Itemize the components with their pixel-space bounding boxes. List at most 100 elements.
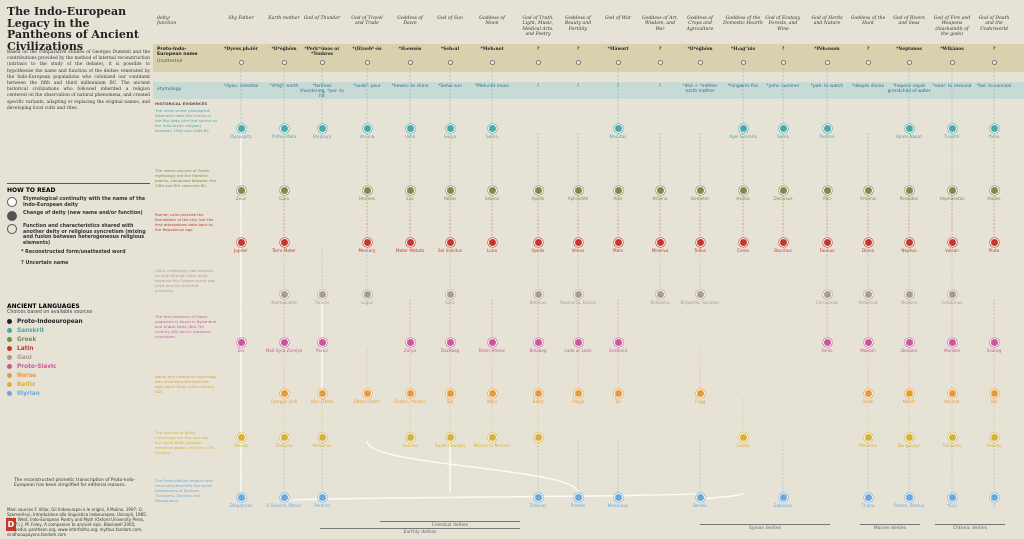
deity-node-icon bbox=[445, 337, 455, 347]
language-dot-icon bbox=[7, 364, 12, 369]
deity-name-greek: Eos bbox=[406, 196, 414, 201]
deity-node-icon bbox=[989, 185, 999, 195]
deity-name-sanskrit: Usha bbox=[404, 134, 416, 139]
deity-name-norse: Fyorgyn Jorð bbox=[271, 399, 297, 404]
deity-name-norse: Skaði bbox=[862, 399, 874, 404]
group-bracket: Marine deities bbox=[860, 524, 920, 531]
deity-node-icon bbox=[904, 123, 914, 133]
function-header: Goddess of Crops and Agriculture bbox=[686, 16, 714, 32]
deity-node-icon bbox=[405, 432, 415, 442]
deity-name-illyrian: *Enji bbox=[947, 503, 957, 508]
deity-node-icon bbox=[863, 432, 873, 442]
pie-deity-name: *H₂ewsōs bbox=[398, 47, 422, 52]
deity-name-baltic: Bangputys bbox=[897, 443, 921, 448]
deity-name-gaul: Sulis bbox=[445, 300, 455, 305]
deity-name-gaul: Lugus bbox=[360, 300, 374, 305]
deity-name-latin: Venus bbox=[571, 248, 585, 253]
row-description-baltic: The sources of Baltic mythology are few … bbox=[155, 430, 215, 455]
header-label: deity/ function bbox=[157, 16, 177, 26]
pie-deity-name: ? bbox=[658, 47, 662, 52]
function-header: God of Rivers and Seas bbox=[893, 16, 925, 27]
pie-deity-name: *Dyeus ph₂tēr bbox=[224, 47, 258, 52]
deity-node-icon bbox=[445, 388, 455, 398]
etymological-continuity-icon bbox=[7, 197, 17, 207]
deity-name-greek: Pan bbox=[823, 196, 831, 201]
pie-deity-name: *Péh₂uson bbox=[814, 47, 840, 52]
language-name: Greek bbox=[17, 336, 37, 343]
deity-node-icon bbox=[533, 337, 543, 347]
deity-name-baltic: Dievas bbox=[233, 443, 249, 448]
pie-node-icon bbox=[657, 60, 663, 65]
deity-name-illyrian: Deipaturos bbox=[229, 503, 253, 508]
deity-name-latin: Minerva bbox=[651, 248, 669, 253]
deity-node-icon bbox=[822, 123, 832, 133]
deity-name-greek: Athena bbox=[652, 196, 668, 201]
deity-node-icon bbox=[279, 237, 289, 247]
deity-node-icon bbox=[695, 492, 705, 502]
pie-node-icon bbox=[906, 60, 912, 65]
etymology-item: *hepons nepot grandchild of water bbox=[887, 84, 931, 94]
deity-name-greek: Hades bbox=[987, 196, 1001, 201]
deity-name-slavic: Khors Mesec bbox=[478, 348, 506, 353]
deity-name-latin: Mars bbox=[612, 248, 624, 253]
language-dot-icon bbox=[7, 319, 12, 324]
deity-name-baltic: Medeina bbox=[859, 443, 877, 448]
deity-node-icon bbox=[445, 432, 455, 442]
deity-name-baltic: Mėnuo or Meness bbox=[473, 443, 511, 448]
deity-name-slavic: Svetovid bbox=[608, 348, 628, 353]
function-header: God of Sun bbox=[437, 16, 463, 21]
deity-name-latin: Pluto bbox=[988, 248, 1000, 253]
deity-name-slavic: Lada or Lado bbox=[564, 348, 592, 353]
deity-node-icon bbox=[236, 237, 246, 247]
deity-node-icon bbox=[613, 237, 623, 247]
deity-name-illyrian: Perendi bbox=[314, 503, 330, 508]
deity-node-icon bbox=[947, 123, 957, 133]
row-description-latin: Roman cults precede the foundation of th… bbox=[155, 212, 214, 232]
deity-name-norse: Baldr bbox=[532, 399, 544, 404]
deity-name-illyrian: Medaurus bbox=[607, 503, 629, 508]
row-description-norse: Norse and Germanic mythology was reconst… bbox=[155, 374, 217, 394]
deity-node-icon bbox=[405, 123, 415, 133]
pie-deity-name: *Meh₁not bbox=[480, 47, 504, 52]
deity-node-icon bbox=[533, 432, 543, 442]
deity-name-illyrian: ? bbox=[992, 503, 996, 508]
deity-node-icon bbox=[236, 185, 246, 195]
etymology-item: *diwyós divine bbox=[851, 84, 885, 89]
deity-name-greek: Hermes bbox=[358, 196, 376, 201]
pie-deity-name: *(H)uebʰ-ōs bbox=[352, 47, 382, 52]
deity-node-icon bbox=[738, 432, 748, 442]
deity-node-icon bbox=[487, 388, 497, 398]
deity-node-icon bbox=[236, 123, 246, 133]
languages-subtitle: Choices based on available sources bbox=[7, 310, 93, 315]
deity-name-gaul: Rosmerta, Epona bbox=[560, 300, 596, 305]
function-header: Goddess of Dawn bbox=[397, 16, 423, 27]
deity-node-icon bbox=[822, 289, 832, 299]
group-bracket: Chtonic deities bbox=[935, 524, 1005, 531]
etymology-item: *dyeu- celestial bbox=[223, 84, 259, 89]
etymology-item: *swer- to resound bbox=[932, 84, 972, 89]
deity-node-icon bbox=[778, 185, 788, 195]
function-header: God of Fire and Weapons (blacksmith of t… bbox=[933, 16, 971, 38]
function-header: Sky Father bbox=[228, 16, 254, 21]
deity-node-icon bbox=[738, 237, 748, 247]
deity-node-icon bbox=[487, 123, 497, 133]
group-bracket: Celestial deities bbox=[380, 521, 520, 528]
language-item: Latin bbox=[7, 344, 150, 353]
pie-node-icon bbox=[535, 60, 541, 65]
deity-node-icon bbox=[573, 337, 583, 347]
deity-name-latin: Neptun bbox=[901, 248, 917, 253]
etymology-item: *hingwnis fire bbox=[727, 84, 759, 89]
deity-node-icon bbox=[989, 123, 999, 133]
pie-node-icon bbox=[949, 60, 955, 65]
deity-node-icon bbox=[613, 185, 623, 195]
deity-name-norse: Freyja bbox=[571, 399, 585, 404]
deity-node-icon bbox=[738, 185, 748, 195]
deity-name-sanskrit: Surya bbox=[443, 134, 457, 139]
deity-name-latin: Ceres bbox=[737, 248, 749, 253]
change-of-deity-icon bbox=[7, 211, 17, 222]
deity-name-greek: Zeus bbox=[235, 196, 247, 201]
pie-node-icon bbox=[238, 60, 244, 65]
etymology-item: *suebʰ- pour bbox=[353, 84, 381, 89]
